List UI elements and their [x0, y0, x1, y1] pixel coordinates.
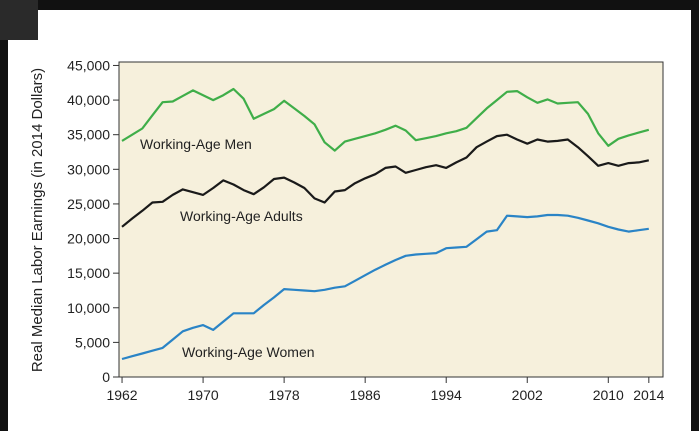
x-tick-label: 2010: [593, 387, 624, 403]
frame-top: [0, 0, 699, 10]
series-label: Working-Age Men: [140, 136, 252, 152]
y-tick-label: 40,000: [67, 92, 110, 108]
series-line: [121, 87, 650, 152]
x-tick-label: 1986: [350, 387, 381, 403]
corner-block: [0, 0, 38, 40]
x-tick-label: 2014: [633, 387, 664, 403]
series-label: Working-Age Adults: [180, 208, 303, 224]
y-tick-label: 15,000: [67, 265, 110, 281]
y-tick-label: 0: [102, 369, 110, 385]
x-tick-label: 1970: [188, 387, 219, 403]
plot-area: [118, 61, 664, 378]
frame-left: [0, 0, 8, 431]
y-axis-label: Real Median Labor Earnings (in 2014 Doll…: [29, 68, 46, 372]
y-tick-label: 30,000: [67, 161, 110, 177]
y-tick-label: 25,000: [67, 196, 110, 212]
y-tick-label: 20,000: [67, 231, 110, 247]
y-tick-label: 35,000: [67, 127, 110, 143]
y-tick-label: 5,000: [75, 334, 110, 350]
x-tick-label: 1962: [106, 387, 137, 403]
x-tick-label: 2002: [512, 387, 543, 403]
x-tick-label: 1978: [269, 387, 300, 403]
frame-right: [691, 0, 699, 431]
series-label: Working-Age Women: [182, 344, 315, 360]
y-tick-label: 10,000: [67, 300, 110, 316]
series-line: [121, 213, 649, 361]
y-tick-label: 45,000: [67, 57, 110, 73]
x-tick-label: 1994: [431, 387, 462, 403]
series-line: [121, 133, 650, 228]
